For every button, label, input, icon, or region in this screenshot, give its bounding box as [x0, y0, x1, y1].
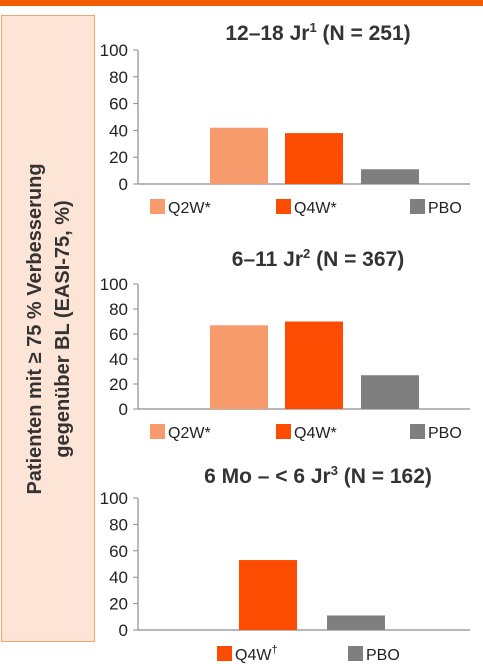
- bar-q2w: [210, 127, 268, 184]
- chart-panel-3: 6 Mo – < 6 Jr3 (N = 162) 0 20 40 60 80 100 Q4W†…: [100, 463, 470, 664]
- legend-label-q4w: Q4W*: [294, 425, 337, 442]
- y-tick-label: 100: [100, 489, 128, 508]
- legend-label-pbo: PBO: [366, 647, 400, 664]
- bar-q4w: [285, 133, 343, 184]
- legend-label-q2w: Q2W*: [168, 200, 211, 217]
- legend-swatch-q2w: [150, 424, 165, 439]
- y-tick-label: 40: [109, 350, 128, 369]
- legend-swatch-pbo: [348, 646, 363, 661]
- y-tick-label: 40: [109, 121, 128, 140]
- y-tick-label: 100: [100, 41, 128, 60]
- legend-swatch-q4w: [276, 424, 291, 439]
- bar-q4w: [285, 321, 343, 409]
- chart-panel-2: 6–11 Jr2 (N = 367) 0 20 40 60 80 100 Q2W* Q4W* PB…: [100, 246, 470, 442]
- legend-swatch-q2w: [150, 199, 165, 214]
- legend-swatch-q4w: [217, 646, 232, 661]
- bar-pbo: [327, 615, 385, 630]
- legend-swatch-pbo: [410, 424, 425, 439]
- y-tick-label: 0: [119, 400, 128, 419]
- y-tick-label: 0: [119, 175, 128, 194]
- y-tick-label: 60: [109, 542, 128, 561]
- chart-panel-1: 12–18 Jr1 (N = 251) 0 20 40 60 80 100 Q2W* Q4W* P…: [100, 20, 470, 217]
- y-tick-label: 40: [109, 568, 128, 587]
- y-tick-label: 0: [119, 621, 128, 640]
- legend-label-q2w: Q2W*: [168, 425, 211, 442]
- legend-label-q4w: Q4W*: [294, 200, 337, 217]
- legend-label-q4w: Q4W†: [235, 644, 278, 664]
- chart-title: 6–11 Jr2 (N = 367): [232, 246, 404, 271]
- bar-pbo: [361, 375, 419, 409]
- y-tick-label: 20: [109, 595, 128, 614]
- legend-swatch-q4w: [276, 199, 291, 214]
- y-tick-label: 80: [109, 300, 128, 319]
- legend-label-pbo: PBO: [428, 200, 462, 217]
- chart-title: 6 Mo – < 6 Jr3 (N = 162): [204, 463, 432, 488]
- y-tick-label: 100: [100, 275, 128, 294]
- bar-q4w: [239, 560, 297, 630]
- bar-pbo: [361, 169, 419, 184]
- y-tick-label: 60: [109, 95, 128, 114]
- y-tick-label: 80: [109, 515, 128, 534]
- chart-title: 12–18 Jr1 (N = 251): [225, 20, 410, 45]
- y-axis-label-box: Patienten mit ≥ 75 % Verbesserung gegenü…: [1, 15, 95, 642]
- y-tick-label: 20: [109, 375, 128, 394]
- bar-q2w: [210, 325, 268, 409]
- y-tick-label: 80: [109, 68, 128, 87]
- top-accent-bar: [0, 0, 483, 6]
- legend-label-pbo: PBO: [428, 425, 462, 442]
- legend-swatch-pbo: [410, 199, 425, 214]
- y-tick-label: 20: [109, 148, 128, 167]
- y-tick-label: 60: [109, 325, 128, 344]
